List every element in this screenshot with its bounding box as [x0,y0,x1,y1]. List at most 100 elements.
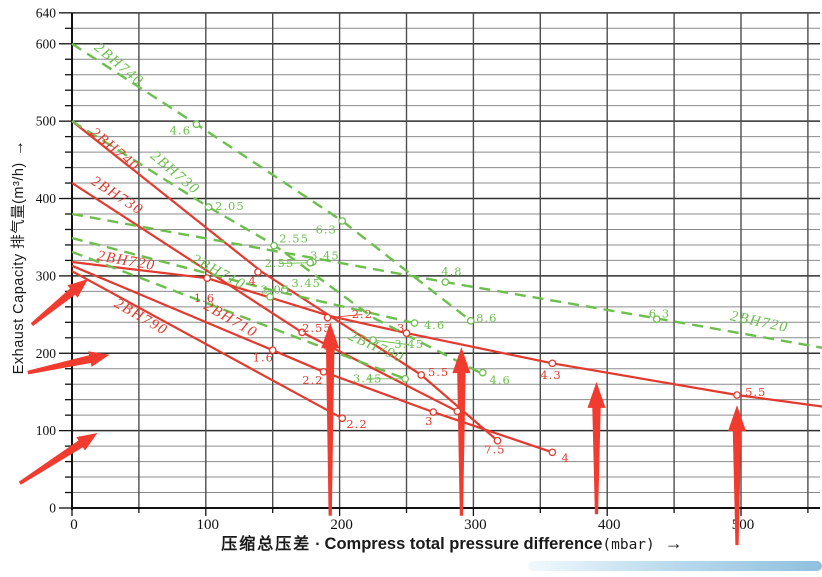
power-label-2.2: 2.2 [302,373,323,387]
power-label-4.6: 4.6 [490,373,511,387]
x-tick-label: 0 [70,517,78,533]
x-axis-title-zh: 压缩总压差 [221,536,312,553]
data-point-circle [338,414,347,423]
data-point-circle [493,436,502,445]
grid [72,12,820,508]
power-label-4.8: 4.8 [441,265,462,279]
power-label-5.5: 5.5 [745,385,766,399]
power-label-3.45: 3.45 [310,248,340,262]
power-label-6.3: 6.3 [649,306,670,320]
annotation-leader [327,314,363,319]
power-label-4: 4 [562,451,570,465]
data-point-circle [478,368,487,377]
model-label-2BH720-red: 2BH720 [96,248,157,274]
series-group [71,42,822,454]
power-label-5.5: 5.5 [428,365,449,379]
data-point-circle [417,371,426,379]
x-axis-title-dot: · [315,536,321,553]
data-point-circle [298,328,306,337]
power-label-3: 3 [397,321,405,335]
x-tick-label: 300 [464,517,487,533]
x-tick-label: 100 [197,517,220,533]
power-label-2.55: 2.55 [265,256,295,270]
curve-2BH720-green [71,212,822,349]
data-point-circle [401,374,410,383]
power-label-3: 3 [425,414,433,428]
data-point-circle [369,336,377,344]
data-point-circle [203,274,211,283]
model-label-2BH790-red: 2BH790 [111,296,170,339]
data-point-circle [268,346,277,355]
annotation-leader [279,262,311,264]
x-tick-label: 400 [598,517,621,533]
power-label-3.45: 3.45 [394,337,424,351]
data-point-circle [410,319,419,327]
red-arrow-diagonal [27,351,110,375]
data-point-circle [402,329,411,337]
data-point-circle [323,313,332,322]
curve-2BH790-green [71,250,406,380]
annotation-leader [372,339,410,346]
data-point-circle [266,292,274,301]
arrows [18,279,746,546]
curve-2BH710-green [71,236,415,325]
power-label-2.55: 2.55 [279,231,309,245]
up-arrow-icon: → [10,139,27,157]
y-tick-label: 400 [36,191,57,206]
power-label-7.5: 7.5 [484,442,505,456]
power-label-4: 4 [248,274,256,288]
power-label-2.05: 2.05 [215,199,245,213]
red-arrow-up [321,322,340,516]
red-arrow-diagonal [30,279,89,326]
data-point-circle [280,285,289,294]
power-label-4.6: 4.6 [170,124,191,138]
curve-2BH740-green [71,42,472,322]
y-axis-title: Exhaust Capacity 排气量(m³/h) → [7,57,27,457]
power-label-2.05: 2.05 [261,282,291,296]
red-arrow-diagonal [18,433,98,485]
y-tick-label: 500 [36,114,57,129]
data-point-circle [466,316,475,325]
red-arrow-up [728,405,746,546]
x-tick-label: 200 [330,517,353,533]
power-label-2.55: 2.55 [302,321,332,335]
data-point-circle [652,315,661,324]
curve-2BH710-red [71,264,553,454]
x-axis-title: 压缩总压差 · Compress total pressure difference… [92,530,812,554]
power-label-2.2: 2.2 [346,417,367,431]
y-axis-title-text: Exhaust Capacity 排气量(m³/h) [11,162,27,375]
power-label-1.6: 1.6 [194,291,215,305]
data-point-circle [733,391,741,399]
data-point-circle [338,217,347,225]
data-point-circle [254,268,262,276]
y-tick-label: 0 [49,501,56,516]
data-point-circle [319,367,328,376]
data-point-circle [429,408,438,416]
data-point-circle [270,241,278,250]
power-label-6.3: 6.3 [316,223,337,237]
curve-2BH790-red [71,270,343,420]
power-label-4.6: 4.6 [424,318,445,332]
data-point-circle [548,359,557,368]
y-tick-label: 600 [36,36,57,51]
data-point-circle [204,203,213,211]
y-tick-label: 300 [36,268,57,283]
power-label-3.45: 3.45 [353,371,383,385]
data-point-circle [441,278,450,286]
y-tick-label: 200 [36,346,57,361]
x-axis-title-unit: (mbar) [602,537,655,553]
power-label-1.6: 1.6 [253,350,274,364]
y-tick-label: 100 [36,423,57,438]
red-arrow-up [587,381,606,515]
power-label-3.45: 3.45 [291,276,321,290]
data-point-circle [192,120,201,129]
right-arrow-icon: → [664,533,683,553]
power-annotations: 4 1.6 1.6 2.2 2.55 3 3 2.2 2.2 4 5.5 7.5 4 4.3 5.5 4.6 2… [170,120,766,465]
accent-bar [528,561,822,571]
model-label-2BH710-green: 2BH710 [189,251,249,293]
data-point-circle [453,407,462,416]
power-label-2.2: 2.2 [352,307,373,321]
